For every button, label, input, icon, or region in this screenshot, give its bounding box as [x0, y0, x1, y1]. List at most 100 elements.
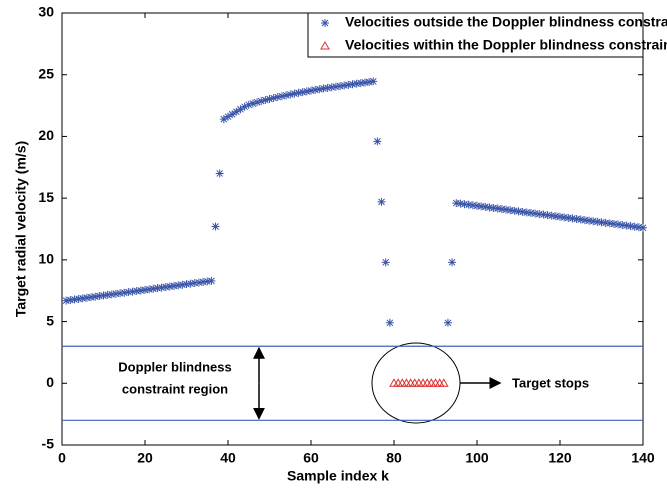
star-marker: [99, 291, 108, 300]
triangle-marker: [418, 378, 428, 387]
star-marker: [526, 208, 535, 217]
star-marker: [630, 222, 639, 231]
y-tick-label: 30: [38, 4, 54, 20]
star-marker: [311, 85, 320, 94]
star-marker: [153, 284, 162, 293]
star-marker: [510, 206, 519, 215]
star-marker: [62, 296, 71, 305]
star-marker: [273, 93, 282, 102]
star-marker: [261, 96, 270, 105]
star-marker: [639, 223, 647, 232]
x-tick-label: 100: [465, 450, 489, 466]
star-marker: [302, 87, 311, 96]
star-marker: [348, 80, 357, 89]
star-marker: [593, 217, 602, 226]
star-marker: [116, 289, 125, 298]
star-marker: [165, 282, 174, 291]
star-marker: [315, 85, 324, 94]
star-marker: [307, 86, 315, 95]
star-marker: [356, 79, 365, 88]
star-marker: [294, 88, 303, 97]
star-marker: [82, 293, 91, 302]
annotation: constraint region: [122, 381, 228, 396]
star-marker: [556, 212, 564, 221]
star-marker: [373, 137, 382, 146]
star-marker: [485, 203, 494, 212]
x-tick-label: 140: [631, 450, 655, 466]
star-marker: [232, 107, 241, 116]
star-marker: [377, 197, 386, 206]
triangle-marker: [397, 378, 408, 387]
x-tick-label: 20: [137, 450, 153, 466]
star-marker: [535, 210, 544, 219]
star-marker: [236, 105, 245, 114]
star-marker: [203, 277, 212, 286]
star-marker: [157, 283, 166, 292]
star-marker: [452, 199, 461, 208]
star-marker: [269, 94, 278, 103]
star-marker: [443, 318, 452, 327]
star-marker: [522, 208, 531, 217]
star-marker: [199, 277, 208, 286]
star-marker: [66, 295, 75, 304]
highlight-circle: [371, 342, 461, 424]
y-tick-label: 10: [38, 251, 54, 267]
star-marker: [369, 77, 378, 86]
star-marker: [253, 98, 262, 107]
star-marker: [460, 200, 469, 209]
star-marker: [572, 215, 581, 224]
star-marker: [215, 169, 224, 178]
star-marker: [568, 214, 577, 223]
star-marker: [605, 219, 614, 228]
star-marker: [468, 201, 477, 210]
x-tick-label: 60: [303, 450, 319, 466]
y-tick-label: 15: [38, 189, 54, 205]
star-marker: [506, 206, 515, 215]
star-marker: [282, 91, 291, 100]
triangle-marker: [409, 378, 420, 387]
star-marker: [344, 80, 353, 89]
star-marker: [170, 281, 179, 290]
star-marker: [194, 278, 203, 287]
star-marker: [211, 222, 220, 231]
star-marker: [352, 79, 361, 88]
y-tick-label: 5: [46, 312, 54, 328]
star-marker: [103, 290, 112, 299]
star-marker: [448, 258, 457, 267]
star-marker: [298, 88, 307, 97]
star-marker: [87, 293, 96, 302]
star-marker: [473, 201, 481, 210]
star-marker: [219, 115, 228, 124]
star-marker: [381, 258, 390, 267]
star-marker: [331, 82, 340, 91]
star-marker: [502, 205, 511, 214]
star-marker: [136, 286, 145, 295]
star-marker: [336, 82, 345, 91]
star-marker: [365, 77, 374, 86]
star-marker: [78, 294, 87, 303]
star-marker: [244, 100, 253, 109]
star-marker: [456, 199, 465, 208]
star-marker: [551, 212, 560, 221]
star-marker: [174, 281, 183, 290]
triangle-marker: [405, 378, 416, 387]
star-marker: [224, 112, 232, 121]
star-marker: [323, 83, 332, 92]
star-marker: [257, 97, 266, 106]
star-marker: [543, 211, 552, 220]
star-marker: [531, 209, 540, 218]
star-marker: [634, 223, 643, 232]
star-marker: [481, 202, 490, 211]
star-marker: [70, 295, 79, 304]
star-marker: [477, 202, 486, 211]
y-tick-label: 0: [46, 374, 54, 390]
star-marker: [340, 81, 349, 90]
star-marker: [186, 279, 195, 288]
y-tick-label: 25: [38, 65, 54, 81]
star-marker: [240, 102, 249, 111]
star-marker: [128, 287, 137, 296]
star-marker: [141, 285, 149, 294]
x-tick-label: 40: [220, 450, 236, 466]
legend-box: [307, 12, 644, 58]
annotation: Target stops: [512, 375, 589, 390]
